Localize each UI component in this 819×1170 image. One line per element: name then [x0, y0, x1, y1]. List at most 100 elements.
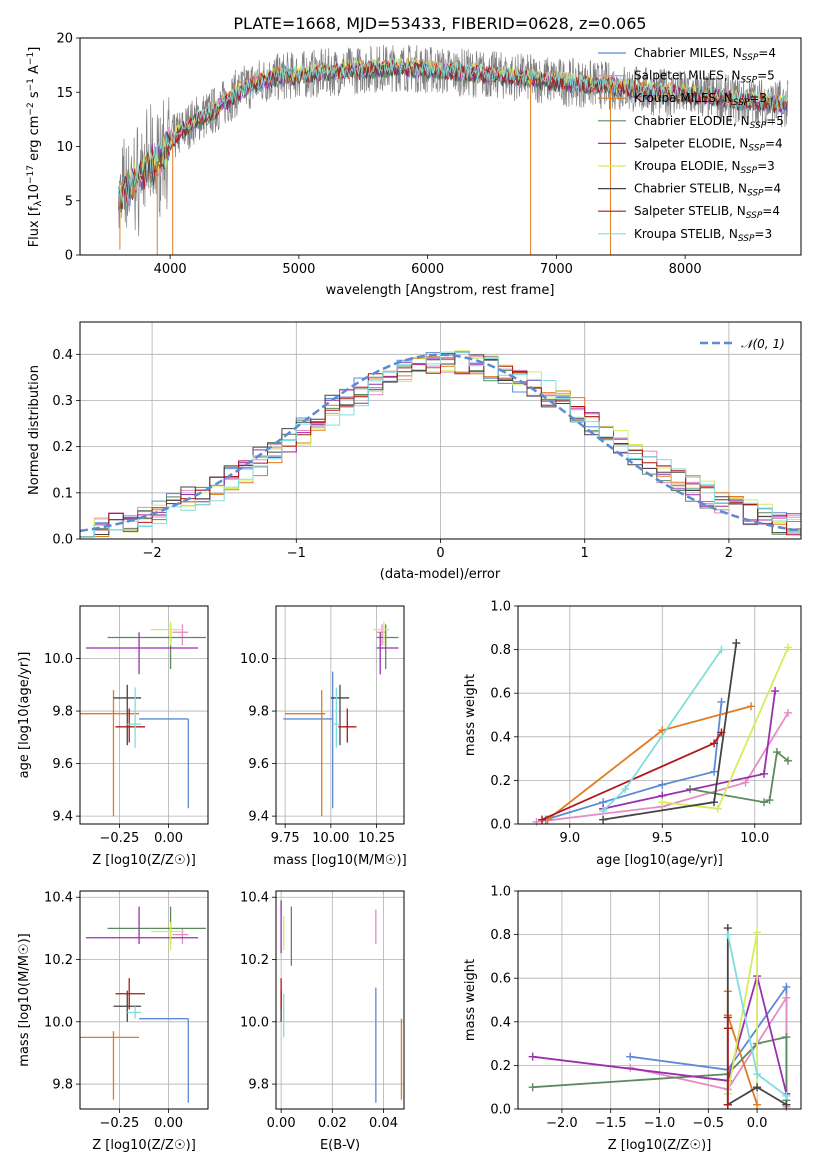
residuals-ylabel: Normed distribution — [27, 365, 42, 495]
tick-labels: −0.25 0.00 9.8 10.0 10.2 10.4 — [44, 891, 183, 1131]
x-tick-label: −1.0 — [644, 1116, 676, 1131]
gridlines — [276, 891, 404, 1109]
residuals-legend: 𝒩(0, 1) — [700, 337, 785, 351]
age-vs-Z-panel: −0.25 0.00 9.4 9.6 9.8 10.0 Z [log10(Z/Z☉)] age… — [17, 605, 209, 868]
x-tick-label: 6000 — [411, 262, 444, 277]
point-marker-chabrier-stelib — [753, 1083, 762, 1092]
point-marker-salpeter-stelib — [710, 739, 719, 748]
point-marker-chabrier-stelib — [782, 1100, 791, 1109]
residuals-plot-area: −2 −1 0 1 2 0.0 0.1 0.2 0.3 0.4 — [52, 321, 802, 561]
tick-labels: 0.00 0.02 0.04 9.8 10.0 10.2 10.4 — [240, 891, 398, 1131]
x-tick-label: 4000 — [154, 262, 187, 277]
point-marker-chabrier-elodie — [782, 1033, 791, 1042]
point-marker-chabrier-elodie — [772, 748, 781, 757]
x-tick-label: −0.5 — [693, 1116, 725, 1131]
gridlines — [276, 606, 404, 824]
model-spectrum-salpeter-stelib — [118, 59, 788, 210]
point-marker-salpeter-elodie — [771, 687, 780, 696]
y-tick-label: 9.4 — [52, 810, 73, 825]
x-axis-label: Z [log10(Z/Z☉)] — [92, 1138, 196, 1153]
x-tick-label: 0.0 — [747, 1116, 768, 1131]
y-tick-label: 0.2 — [490, 774, 511, 789]
model-spectrum-kroupa-stelib — [118, 57, 788, 206]
x-tick-label: 0.00 — [267, 1116, 296, 1131]
series-lines — [528, 924, 791, 1111]
point-marker-chabrier-stelib — [732, 639, 741, 648]
y-tick-label: 10.0 — [240, 1015, 269, 1030]
y-tick-label: 0.2 — [490, 1059, 511, 1074]
y-tick-label: 9.4 — [248, 810, 269, 825]
spectrum-panel: PLATE=1668, MJD=53433, FIBERID=0628, z=0… — [26, 14, 802, 298]
gridlines — [80, 891, 208, 1109]
y-tick-label: 0.8 — [490, 928, 511, 943]
point-marker-kroupa-elodie — [658, 798, 667, 807]
point-marker-salpeter-stelib — [717, 728, 726, 737]
y-tick-label: 9.6 — [248, 757, 269, 772]
x-tick-label: −2 — [143, 546, 162, 561]
y-axis-label: age [log10(age/yr)] — [17, 652, 32, 779]
y-tick-label: 0.4 — [52, 348, 73, 363]
point-marker-kroupa-elodie — [713, 804, 722, 813]
point-marker-chabrier-elodie — [528, 1083, 537, 1092]
y-tick-label: 9.8 — [248, 705, 269, 720]
point-marker-salpeter-elodie — [760, 769, 769, 778]
y-tick-label: 10.0 — [240, 652, 269, 667]
residuals-xlabel: (data-model)/error — [380, 567, 501, 582]
tick-labels: 4000 5000 6000 7000 8000 0 5 10 15 20 — [56, 32, 701, 278]
mass-vs-Z-panel: −0.25 0.00 9.8 10.0 10.2 10.4 Z [log10(Z/Z☉)] m… — [17, 890, 209, 1153]
y-axis-label: mass weight — [463, 674, 478, 756]
age-vs-mass-panel: 9.75 10.00 10.25 9.4 9.6 9.8 10.0 mass [log10(M… — [240, 605, 407, 868]
point-marker-salpeter-stelib — [723, 1024, 732, 1033]
axes-frame — [275, 605, 405, 825]
x-axis-label: mass [log10(M/M☉)] — [273, 853, 406, 868]
y-tick-label: 10.4 — [240, 891, 269, 906]
y-tick-label: 0 — [65, 249, 73, 264]
mass-weight-vs-Z-panel: −2.0 −1.5 −1.0 −0.5 0.0 0.0 0.2 0.4 0.6 0.8 1.0 Z [… — [463, 885, 802, 1153]
legend-label-salpeter-stelib: Salpeter STELIB, NSSP=4 — [634, 204, 780, 221]
axes-frame — [517, 605, 802, 825]
normal-legend-label: 𝒩(0, 1) — [741, 337, 785, 351]
y-tick-label: 9.8 — [52, 1078, 73, 1093]
point-marker-chabrier-stelib — [710, 798, 719, 807]
y-tick-label: 9.8 — [52, 705, 73, 720]
point-marker-salpeter-miles — [784, 708, 793, 717]
axes-frame — [79, 321, 802, 540]
point-marker-chabrier-miles — [710, 767, 719, 776]
error-bars — [80, 621, 207, 817]
x-axis-label: age [log10(age/yr)] — [596, 853, 723, 868]
point-marker-chabrier-miles — [782, 982, 791, 991]
x-tick-label: 2 — [725, 546, 733, 561]
point-marker-salpeter-miles — [782, 993, 791, 1002]
y-tick-label: 9.6 — [52, 757, 73, 772]
x-tick-label: 10.25 — [358, 831, 395, 846]
gridlines — [80, 606, 208, 824]
y-axis-label: mass weight — [463, 959, 478, 1041]
y-tick-label: 0.2 — [52, 440, 73, 455]
tick-labels: 9.0 9.5 10.0 0.0 0.2 0.4 0.6 0.8 1.0 — [490, 600, 769, 847]
y-tick-label: 15 — [56, 86, 73, 101]
mass-weight-vs-age-panel: 9.0 9.5 10.0 0.0 0.2 0.4 0.6 0.8 1.0 age [log10(a… — [463, 600, 802, 868]
point-marker-salpeter-miles — [741, 778, 750, 787]
legend-label-salpeter-miles: Salpeter MILES, NSSP=5 — [634, 69, 775, 86]
axes-frame — [275, 890, 405, 1110]
x-tick-label: 0.00 — [154, 1116, 183, 1131]
point-marker-kroupa-miles — [747, 702, 756, 711]
y-tick-label: 0.0 — [490, 1103, 511, 1118]
x-tick-label: −1 — [287, 546, 306, 561]
x-tick-label: 8000 — [669, 262, 702, 277]
point-marker-kroupa-elodie — [784, 643, 793, 652]
error-bars — [280, 900, 403, 1103]
y-tick-label: 0.4 — [490, 730, 511, 745]
point-marker-salpeter-stelib — [723, 1013, 732, 1022]
error-bars — [283, 621, 399, 817]
axes-frame — [79, 37, 802, 256]
y-tick-label: 0.3 — [52, 394, 73, 409]
y-axis-label: mass [log10(M/M☉)] — [17, 933, 32, 1066]
axes-frame — [79, 890, 209, 1110]
legend-label-salpeter-elodie: Salpeter ELODIE, NSSP=4 — [634, 136, 783, 153]
spectrum-ylabel: Flux [fλ10−17 erg cm−2 s−1 A−1] — [26, 47, 44, 248]
tick-labels: −2 −1 0 1 2 0.0 0.1 0.2 0.3 0.4 — [52, 348, 733, 561]
y-tick-label: 0.0 — [52, 533, 73, 548]
point-marker-chabrier-elodie — [784, 756, 793, 765]
x-tick-label: 9.0 — [559, 831, 580, 846]
